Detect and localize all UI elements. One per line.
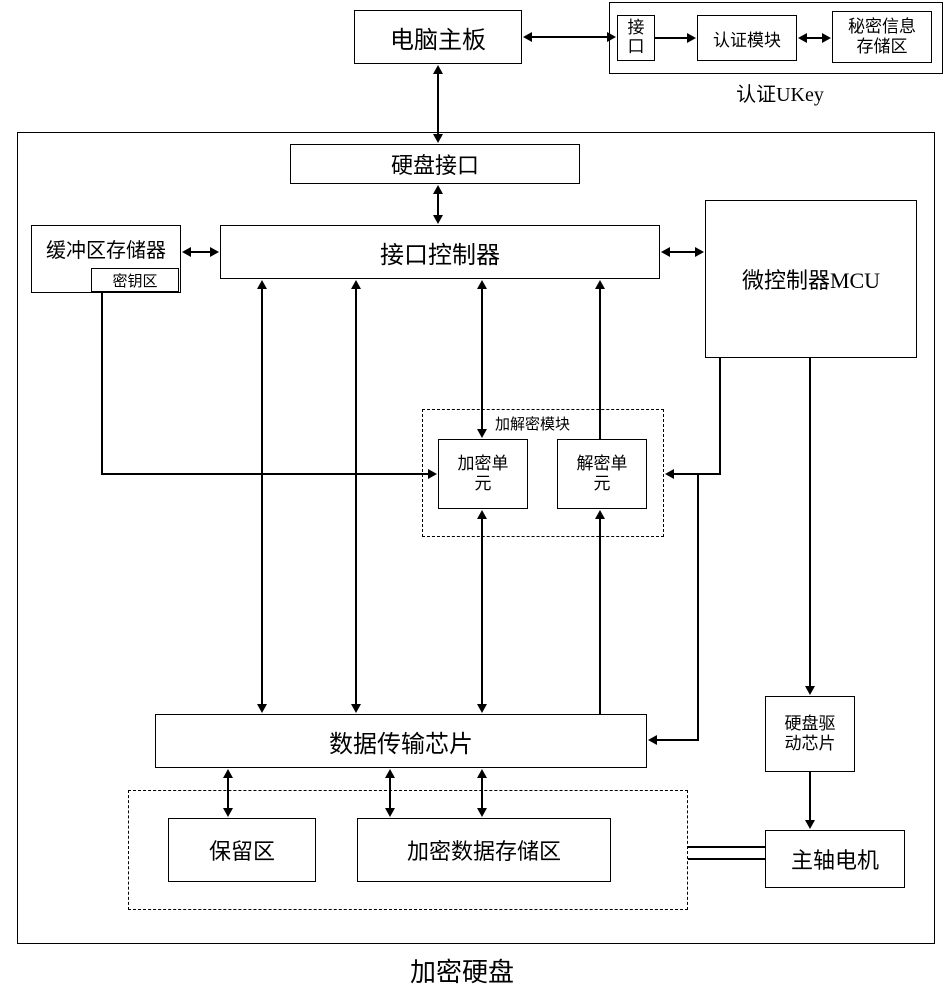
arrow-head bbox=[661, 247, 670, 257]
arrow-head bbox=[805, 686, 815, 695]
connector-line bbox=[688, 846, 765, 848]
arrow-head bbox=[477, 808, 487, 817]
arrow-head bbox=[433, 134, 443, 143]
enc-storage-box: 加密数据存储区 bbox=[357, 818, 611, 882]
arrow-head bbox=[477, 704, 487, 713]
arrow-head bbox=[351, 704, 361, 713]
arrow bbox=[656, 739, 699, 741]
arrow-head bbox=[798, 33, 807, 43]
hdd-interface-box: 硬盘接口 bbox=[290, 144, 580, 184]
spindle-box: 主轴电机 bbox=[765, 830, 905, 888]
arrow bbox=[599, 518, 601, 714]
arrow bbox=[389, 777, 391, 809]
arrow bbox=[481, 288, 483, 430]
arrow-head bbox=[428, 469, 437, 479]
arrow bbox=[697, 474, 699, 740]
arrow-head bbox=[477, 510, 487, 519]
dec-unit-box: 解密单 元 bbox=[557, 439, 647, 509]
mcu-box: 微控制器MCU bbox=[705, 200, 917, 358]
arrow bbox=[599, 288, 601, 439]
arrow-head bbox=[257, 704, 267, 713]
ukey-interface-box: 接 口 bbox=[617, 15, 655, 61]
arrow-head bbox=[385, 769, 395, 778]
arrow-head bbox=[477, 769, 487, 778]
arrow-head bbox=[477, 280, 487, 289]
arrow-head bbox=[805, 820, 815, 829]
arrow bbox=[261, 288, 263, 705]
arrow bbox=[655, 37, 688, 39]
key-zone-box: 密钥区 bbox=[91, 268, 179, 292]
arrow bbox=[227, 777, 229, 809]
arrow-head bbox=[257, 280, 267, 289]
motherboard-box: 电脑主板 bbox=[354, 10, 522, 64]
ukey-secret-box: 秘密信息 存储区 bbox=[832, 11, 932, 63]
arrow bbox=[531, 36, 608, 38]
if-controller-box: 接口控制器 bbox=[220, 225, 660, 279]
arrow-head bbox=[695, 247, 704, 257]
arrow-head bbox=[648, 735, 657, 745]
arrow-head bbox=[822, 33, 831, 43]
arrow bbox=[481, 777, 483, 809]
arrow-head bbox=[687, 33, 696, 43]
enc-unit-box: 加密单 元 bbox=[438, 439, 528, 509]
arrow bbox=[101, 473, 429, 475]
ukey-label: 认证UKey bbox=[720, 78, 840, 107]
arrow bbox=[809, 772, 811, 821]
connector-line bbox=[688, 858, 765, 860]
crypto-label: 加解密模块 bbox=[495, 413, 570, 434]
arrow-head bbox=[182, 247, 191, 257]
arrow bbox=[806, 37, 823, 39]
arrow-head bbox=[433, 185, 443, 194]
arrow bbox=[481, 518, 483, 705]
arrow-head bbox=[351, 280, 361, 289]
arrow-head bbox=[523, 32, 532, 42]
arrow bbox=[719, 358, 721, 474]
arrow bbox=[669, 251, 696, 253]
drive-chip-box: 硬盘驱 动芯片 bbox=[765, 696, 855, 772]
arrow bbox=[437, 193, 439, 216]
arrow bbox=[809, 358, 811, 687]
arrow-head bbox=[477, 429, 487, 438]
arrow-head bbox=[433, 65, 443, 74]
arrow-head bbox=[433, 215, 443, 224]
disk-label: 加密硬盘 bbox=[410, 952, 514, 989]
arrow-head bbox=[223, 808, 233, 817]
arrow bbox=[697, 473, 721, 475]
arrow-head bbox=[595, 510, 605, 519]
ukey-auth-box: 认证模块 bbox=[697, 15, 797, 61]
arrow-head bbox=[607, 32, 616, 42]
arrow bbox=[101, 292, 103, 474]
arrow-head bbox=[665, 469, 674, 479]
arrow-head bbox=[210, 247, 219, 257]
arrow bbox=[190, 251, 211, 253]
arrow-head bbox=[223, 769, 233, 778]
arrow-head bbox=[595, 280, 605, 289]
arrow-head bbox=[385, 808, 395, 817]
arrow bbox=[355, 288, 357, 705]
arrow bbox=[437, 73, 439, 135]
data-chip-box: 数据传输芯片 bbox=[155, 714, 647, 768]
reserved-box: 保留区 bbox=[168, 818, 316, 882]
